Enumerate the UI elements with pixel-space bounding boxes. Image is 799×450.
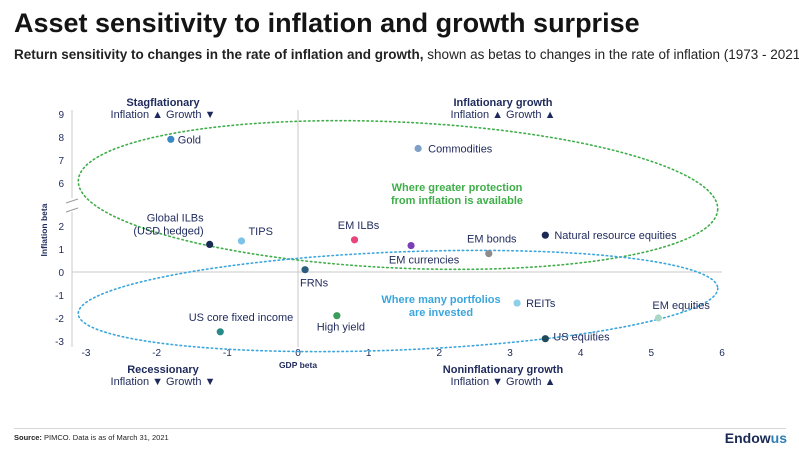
scatter-point: [654, 314, 663, 322]
point-label: EM bonds: [467, 234, 517, 246]
green-ellipse: [77, 119, 719, 271]
point-label: EM ILBs: [338, 220, 380, 232]
axis-break-mark: [65, 207, 79, 213]
scatter-point: [350, 236, 359, 244]
y-tick-label: 8: [58, 133, 64, 144]
point-label: High yield: [317, 322, 365, 334]
y-tick-label: -3: [55, 337, 64, 348]
quadrant-detail: Inflation ▲ Growth ▲: [451, 109, 556, 121]
annotation-text: from inflation is available: [391, 195, 523, 207]
point-label: EM equities: [652, 300, 710, 312]
scatter-point: [301, 266, 309, 274]
blue-ellipse: [77, 249, 719, 353]
y-tick-label: -1: [55, 291, 64, 302]
y-tick-label: 0: [58, 268, 64, 279]
page-subtitle: Return sensitivity to changes in the rat…: [14, 47, 799, 62]
y-axis-title: Inflation beta: [39, 203, 49, 256]
logo-accent: us: [770, 430, 787, 446]
quadrant-detail: Inflation ▼ Growth ▼: [111, 376, 216, 388]
scatter-point: [513, 299, 521, 307]
scatter-point: [541, 335, 549, 343]
point-label: US core fixed income: [189, 312, 294, 324]
x-tick-label: 6: [719, 348, 725, 359]
x-axis-title: GDP beta: [279, 360, 317, 370]
annotation-text: Where greater protection: [392, 182, 523, 194]
y-tick-label: 1: [58, 245, 64, 256]
scatter-point: [333, 312, 341, 320]
y-tick-label: 6: [58, 179, 64, 190]
quadrant-title: Noninflationary growth: [443, 364, 564, 376]
footer-divider: [14, 428, 786, 429]
scatter-point: [541, 231, 549, 239]
source-bold: Source:: [14, 433, 42, 442]
quadrant-title: Inflationary growth: [454, 97, 553, 109]
x-tick-label: -1: [223, 348, 232, 359]
scatter-point: [237, 237, 246, 245]
axis-break-mark: [65, 198, 79, 204]
y-tick-label: -2: [55, 314, 64, 325]
scatter-point: [414, 144, 422, 153]
subtitle-bold: Return sensitivity to changes in the rat…: [14, 47, 424, 62]
scatter-point: [167, 135, 175, 143]
source-note: Source: PIMCO. Data is as of March 31, 2…: [14, 433, 169, 442]
point-label: Gold: [178, 134, 201, 146]
x-tick-label: 4: [578, 348, 584, 359]
quadrant-title: Recessionary: [127, 364, 199, 376]
quadrant-detail: Inflation ▲ Growth ▼: [111, 109, 216, 121]
quadrant-detail: Inflation ▼ Growth ▲: [451, 376, 556, 388]
point-label: (USD hedged): [133, 225, 203, 237]
point-label: TIPS: [248, 226, 272, 238]
scatter-point: [216, 328, 224, 336]
annotation-text: Where many portfolios: [381, 294, 500, 306]
logo-main: Endow: [724, 430, 771, 446]
point-label: US equities: [553, 332, 610, 344]
y-tick-label: 7: [58, 156, 64, 167]
quadrant-title: Stagflationary: [126, 97, 200, 109]
x-tick-label: 0: [295, 348, 301, 359]
x-tick-label: 1: [366, 348, 372, 359]
point-label: Global ILBs: [147, 212, 204, 224]
annotation-text: are invested: [409, 307, 473, 319]
subtitle-rest: shown as betas to changes in the rate of…: [423, 47, 799, 62]
point-label: FRNs: [300, 278, 329, 290]
x-tick-label: 2: [437, 348, 443, 359]
page-title: Asset sensitivity to inflation and growt…: [14, 8, 640, 38]
scatter-point: [485, 250, 493, 258]
scatter-point: [206, 240, 214, 248]
x-tick-label: 3: [507, 348, 513, 359]
source-rest: PIMCO. Data is as of March 31, 2021: [41, 433, 169, 442]
x-tick-label: -3: [82, 348, 91, 359]
scatter-chart: 9 8 7 6 2 1 0 -1 -2 -3 -3 -2 -1 0 1 2 3 4 5 6 GDP beta Inflat…: [39, 97, 725, 388]
endowus-logo: Endowus: [725, 430, 787, 446]
scatter-point: [407, 241, 415, 250]
point-label: Natural resource equities: [554, 230, 677, 242]
y-tick-label: 9: [58, 110, 64, 121]
x-tick-label: 5: [649, 348, 655, 359]
point-label: EM currencies: [389, 255, 460, 267]
point-label: Commodities: [428, 144, 493, 156]
y-tick-label: 2: [58, 222, 64, 233]
point-label: REITs: [526, 298, 556, 310]
x-tick-label: -2: [152, 348, 161, 359]
